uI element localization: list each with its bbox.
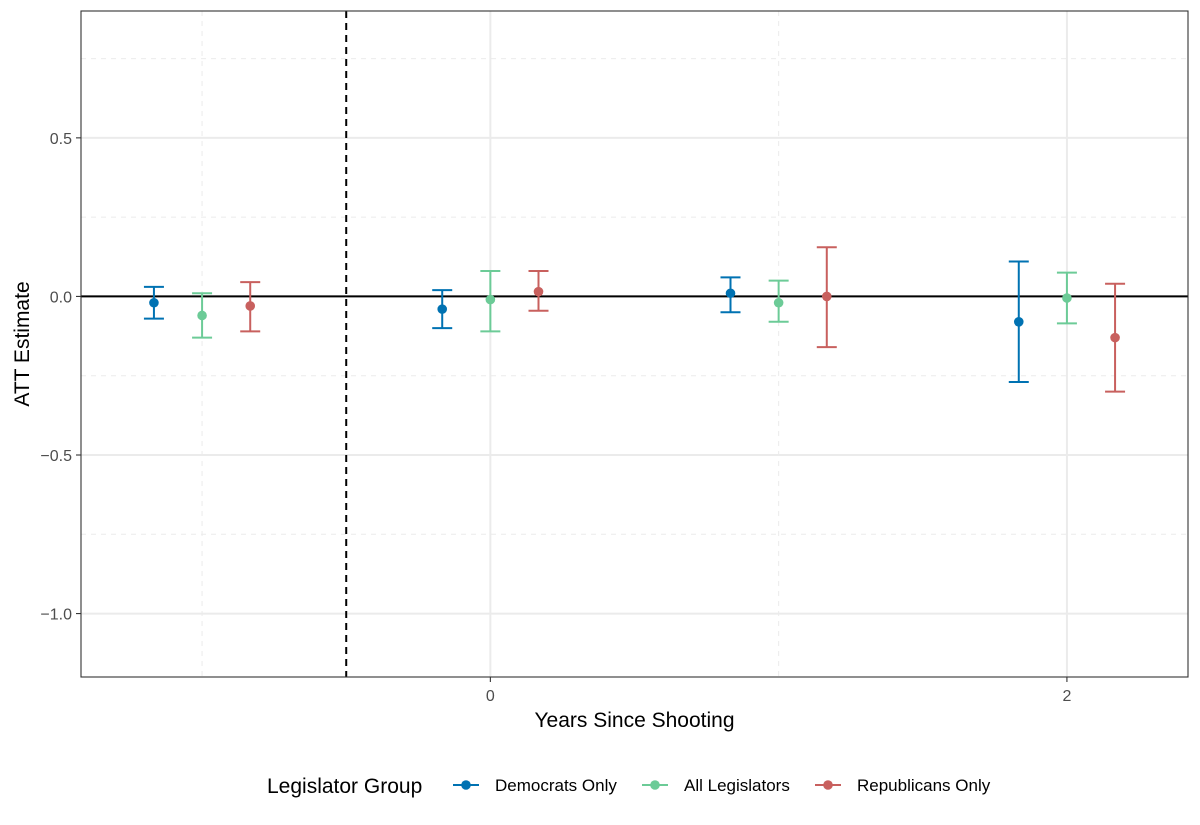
legend: Legislator Group Democrats Only All Legis… (267, 775, 991, 798)
data-point (485, 294, 496, 305)
legend-title: Legislator Group (267, 775, 422, 798)
legend-key-point (823, 780, 833, 790)
data-point (437, 304, 448, 314)
x-axis-title: Years Since Shooting (534, 709, 734, 732)
data-point (1110, 332, 1120, 343)
y-axis-title: ATT Estimate (11, 281, 34, 406)
x-tick-label: 0 (486, 688, 495, 705)
data-point (725, 288, 736, 299)
legend-label: All Legislators (684, 776, 790, 795)
panel-border (80, 10, 1189, 678)
series-all-legislators (192, 270, 1077, 339)
legend-key-point (650, 780, 660, 790)
series-democrats-only (143, 260, 1029, 384)
y-tick-label: −0.5 (40, 448, 72, 465)
data-point (773, 297, 784, 308)
legend-label: Republicans Only (857, 776, 991, 795)
data-point (821, 291, 832, 302)
data-point (197, 310, 207, 321)
y-tick-label: 0.0 (50, 289, 72, 306)
data-marks (143, 246, 1126, 393)
data-point (1062, 293, 1072, 303)
legend-key-point (461, 780, 471, 790)
reference-lines (81, 11, 1188, 677)
data-point (533, 286, 544, 297)
data-point (149, 297, 159, 308)
y-tick-label: −1.0 (40, 607, 72, 624)
data-point (1013, 317, 1024, 327)
legend-label: Democrats Only (495, 776, 617, 795)
y-axis: 0.5 0.0 −0.5 −1.0 (40, 131, 81, 624)
legend-item-democrats-only: Democrats Only (453, 776, 617, 795)
minor-grid (81, 11, 1188, 677)
x-tick-label: 2 (1062, 688, 1071, 705)
y-tick-label: 0.5 (50, 131, 72, 148)
data-point (245, 301, 256, 311)
legend-item-all-legislators: All Legislators (642, 776, 790, 795)
legend-item-republicans-only: Republicans Only (815, 776, 991, 795)
series-republicans-only (240, 246, 1126, 393)
